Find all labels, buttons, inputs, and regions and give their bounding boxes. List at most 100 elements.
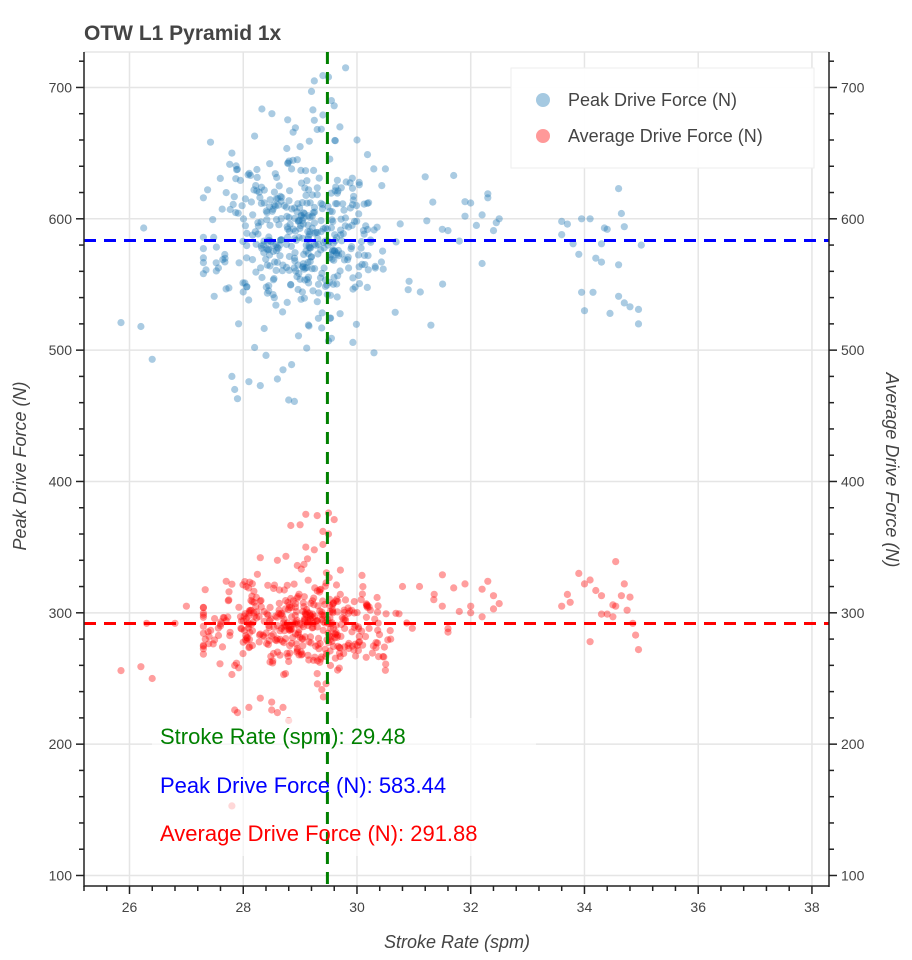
data-point xyxy=(206,138,215,146)
data-point xyxy=(299,263,307,271)
data-point xyxy=(592,254,600,262)
data-point xyxy=(450,584,458,592)
data-point xyxy=(365,603,373,611)
data-point xyxy=(345,644,353,653)
y-axis-label-left: Peak Drive Force (N) xyxy=(10,381,30,550)
data-point xyxy=(360,200,368,208)
data-point xyxy=(308,610,317,618)
data-point xyxy=(327,189,335,197)
data-point xyxy=(279,308,287,316)
data-point xyxy=(274,201,282,209)
data-point xyxy=(245,584,253,592)
data-point xyxy=(250,598,258,606)
data-point xyxy=(273,375,281,383)
data-point xyxy=(461,212,469,220)
data-point xyxy=(282,240,291,249)
data-point xyxy=(266,203,274,211)
data-point xyxy=(421,173,429,181)
data-point xyxy=(148,674,156,683)
data-point xyxy=(313,587,321,595)
data-point xyxy=(314,641,322,649)
data-point xyxy=(405,277,413,285)
data-point xyxy=(235,664,243,672)
data-point xyxy=(345,223,353,231)
data-point xyxy=(307,253,316,261)
data-point xyxy=(228,670,236,679)
data-point xyxy=(489,592,498,600)
data-point xyxy=(416,288,424,296)
data-point xyxy=(429,198,437,206)
data-point xyxy=(337,184,345,192)
data-point xyxy=(272,266,280,274)
data-point xyxy=(362,602,371,610)
data-point xyxy=(300,560,308,569)
data-point xyxy=(263,245,271,253)
data-point xyxy=(239,638,247,646)
data-point xyxy=(335,649,344,657)
data-point xyxy=(233,165,241,173)
data-point xyxy=(247,198,255,206)
data-point xyxy=(606,309,614,317)
data-point xyxy=(603,610,611,618)
data-point xyxy=(272,301,280,309)
data-point xyxy=(292,640,300,648)
data-point xyxy=(461,198,469,206)
data-point xyxy=(256,694,264,702)
data-point xyxy=(212,243,220,251)
data-point xyxy=(247,606,255,615)
data-point xyxy=(288,639,296,647)
data-point xyxy=(252,268,260,276)
data-point xyxy=(634,646,643,654)
data-point xyxy=(337,231,345,239)
data-point xyxy=(216,660,224,668)
data-point xyxy=(248,598,256,606)
data-point xyxy=(285,266,293,274)
data-point xyxy=(355,632,363,641)
data-point xyxy=(317,653,325,661)
data-point xyxy=(214,264,222,272)
data-point xyxy=(314,240,322,248)
data-point xyxy=(334,642,342,650)
data-point xyxy=(265,233,273,241)
data-point xyxy=(340,256,349,264)
data-point xyxy=(380,643,388,651)
data-point xyxy=(335,252,343,260)
data-point xyxy=(484,190,492,198)
data-point xyxy=(293,648,301,656)
data-point xyxy=(347,245,355,253)
data-point xyxy=(254,219,262,227)
data-point xyxy=(294,629,303,637)
y-left-tick-label: 500 xyxy=(49,342,73,358)
peak-force-series xyxy=(117,64,645,405)
data-point xyxy=(308,624,316,632)
legend-marker-avg xyxy=(536,129,550,143)
data-point xyxy=(137,322,145,331)
data-point xyxy=(272,612,280,620)
data-point xyxy=(288,604,296,612)
data-point xyxy=(334,246,342,255)
data-point xyxy=(245,296,253,304)
data-point xyxy=(293,273,301,281)
data-point xyxy=(303,608,311,616)
data-point xyxy=(264,581,272,589)
data-point xyxy=(273,173,281,181)
data-point xyxy=(305,322,313,330)
data-point xyxy=(304,212,312,220)
data-point xyxy=(342,178,350,186)
data-point xyxy=(328,216,336,224)
data-point xyxy=(278,612,286,620)
data-point xyxy=(249,211,257,219)
data-point xyxy=(287,280,295,289)
data-point xyxy=(294,593,302,601)
data-point xyxy=(353,136,361,144)
data-point xyxy=(316,274,325,282)
data-point xyxy=(241,195,249,203)
data-point xyxy=(363,603,372,612)
data-point xyxy=(273,556,281,564)
data-point xyxy=(378,182,386,190)
data-point xyxy=(266,262,274,270)
data-point xyxy=(315,645,323,653)
data-point xyxy=(282,552,290,560)
data-point xyxy=(240,612,248,620)
data-point xyxy=(300,603,308,611)
